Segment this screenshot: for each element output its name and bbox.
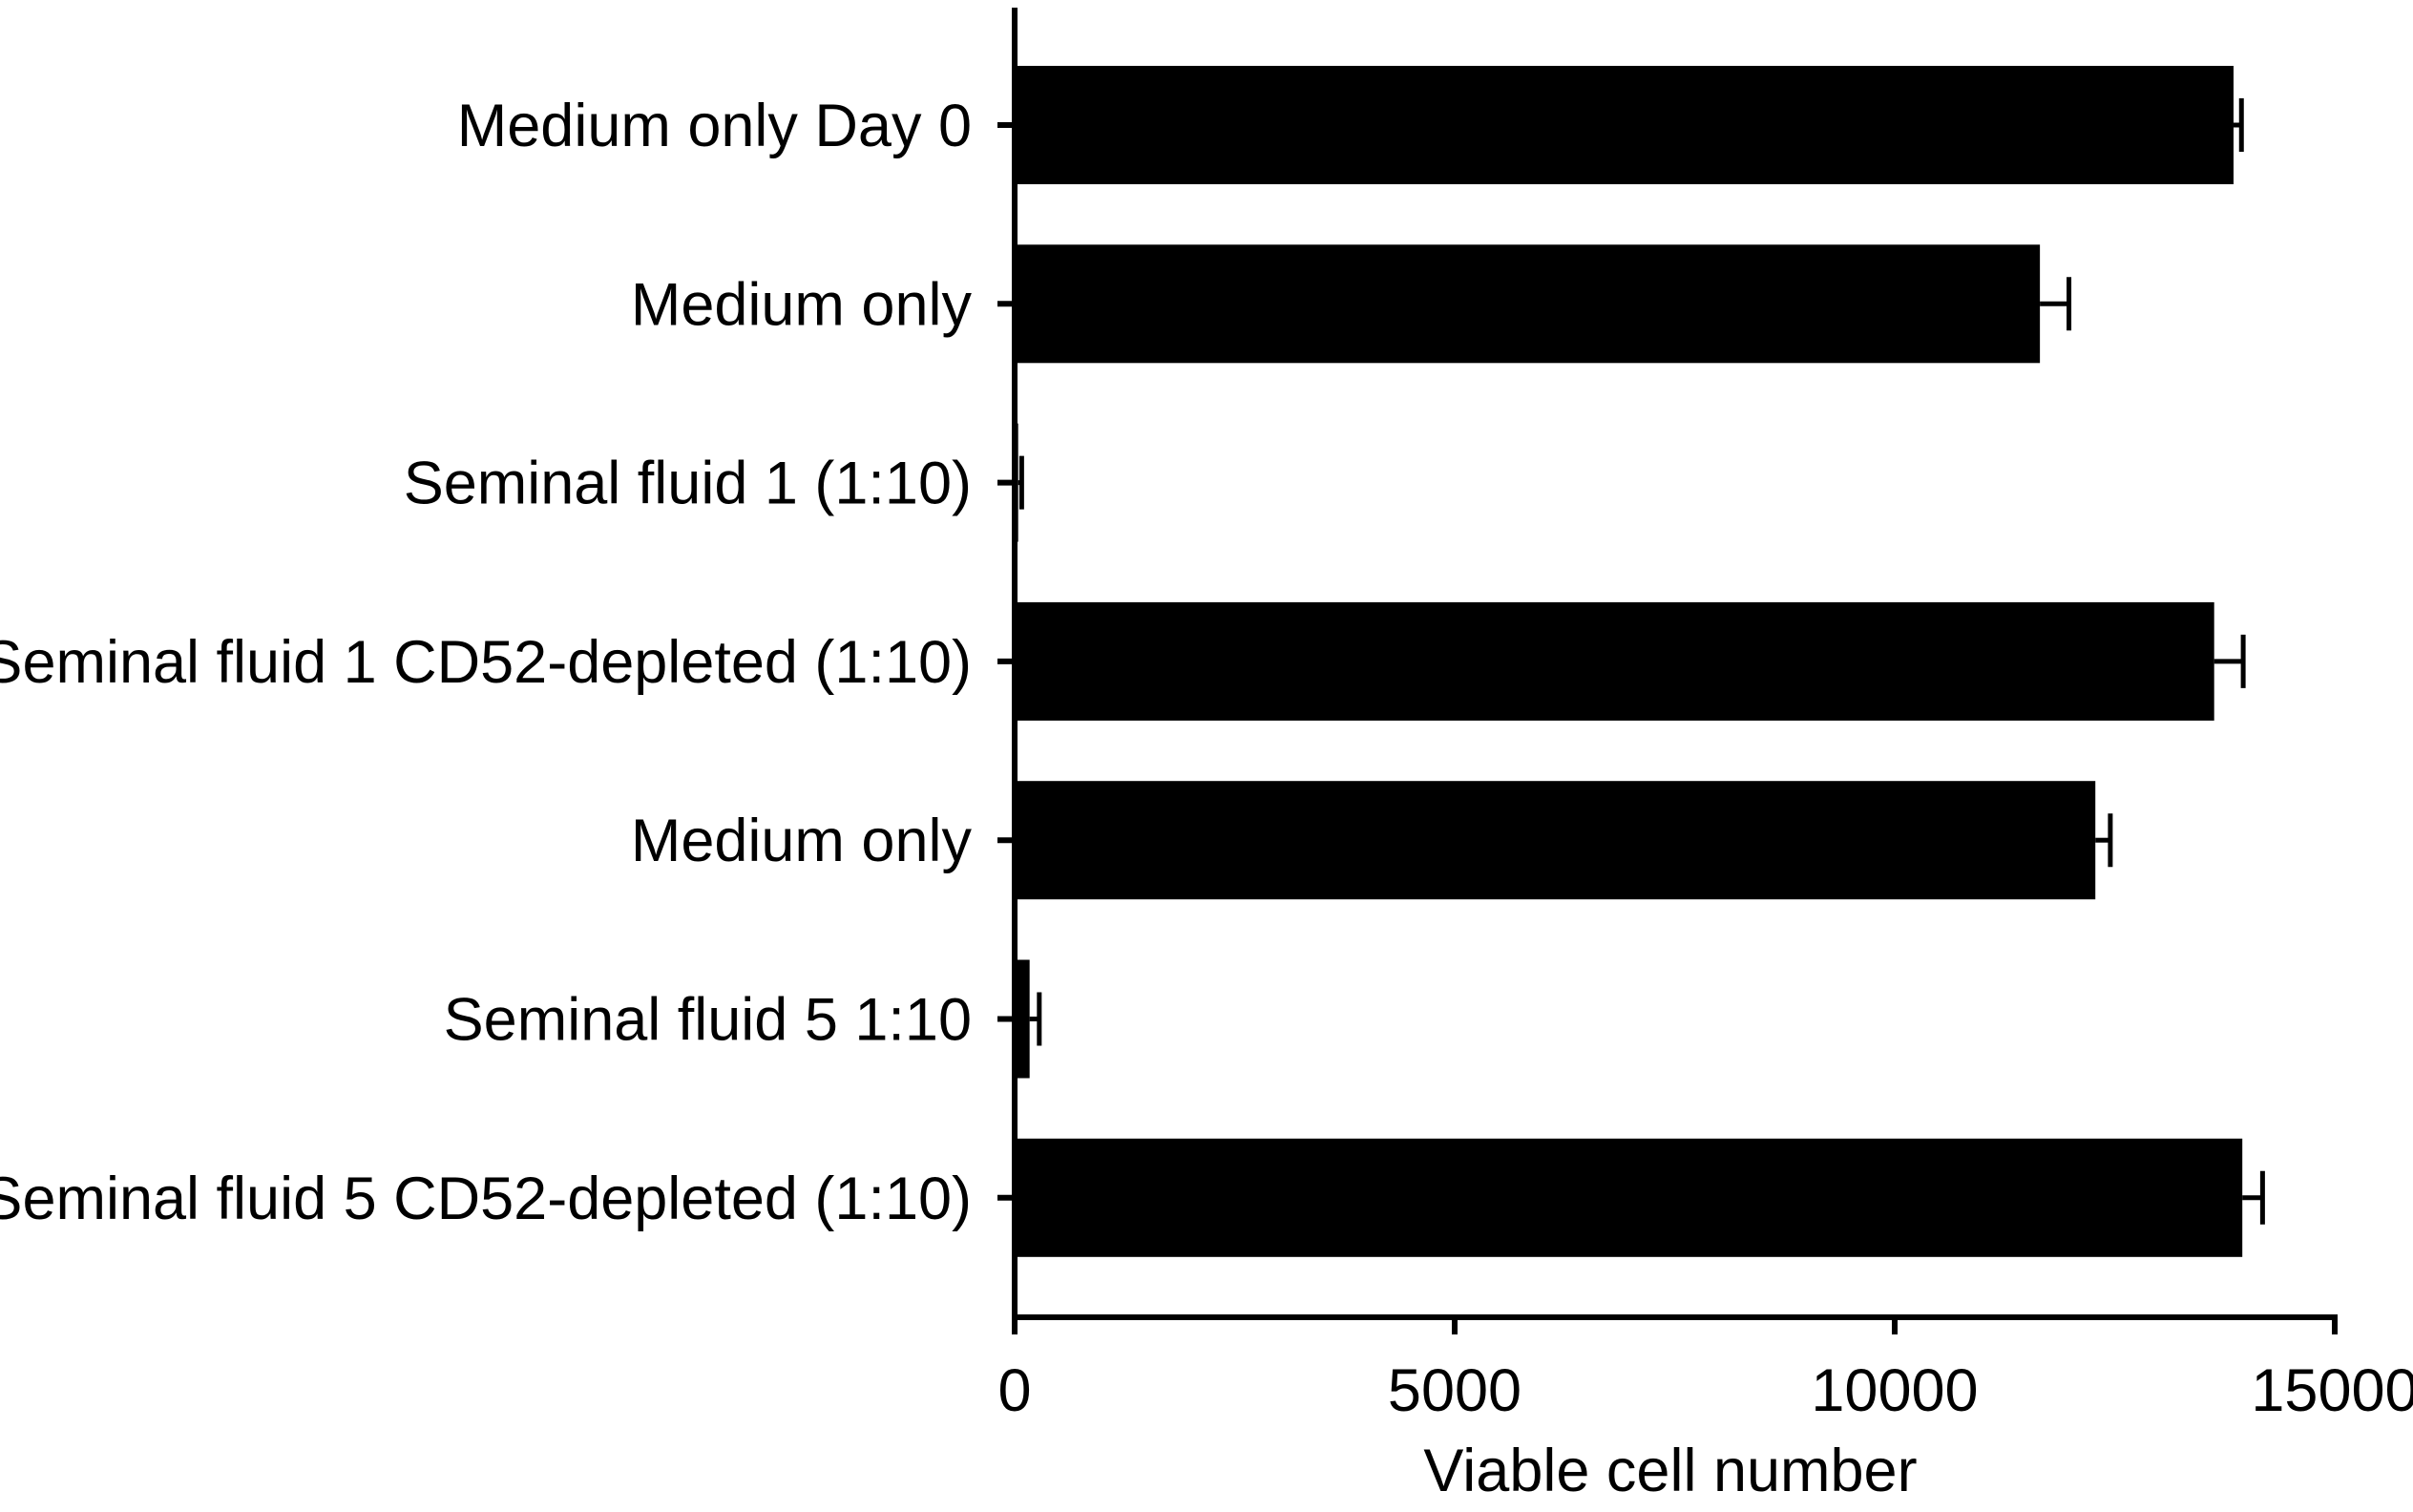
tick-labels-group: 0 5000 10000 15000	[997, 1357, 2413, 1424]
category-labels-group: Medium only Day 0 Medium only Seminal flui…	[0, 93, 972, 1232]
category-label-4: Seminal fluid 1 CD52-depleted (1:10)	[0, 629, 972, 696]
axes-group	[997, 8, 2338, 1334]
x-axis-title: Viable cell number	[1423, 1438, 1917, 1504]
category-label-6: Seminal fluid 5 1:10	[444, 987, 972, 1054]
x-tick-label-2: 5000	[1388, 1357, 1521, 1424]
category-label-1: Medium only Day 0	[457, 93, 972, 159]
bar-5	[1015, 781, 2096, 900]
bar-7	[1015, 1138, 2243, 1257]
x-tick-label-4: 15000	[2251, 1357, 2413, 1424]
category-label-3: Seminal fluid 1 (1:10)	[404, 451, 972, 517]
bar-1	[1015, 66, 2234, 184]
category-label-5: Medium only	[631, 808, 973, 874]
bar-4	[1015, 601, 2214, 721]
x-tick-label-3: 10000	[1811, 1357, 1978, 1424]
x-tick-label-1: 0	[997, 1357, 1031, 1424]
bars-group	[1015, 66, 2243, 1257]
category-label-7: Seminal fluid 5 CD52-depleted (1:10)	[0, 1166, 972, 1232]
category-label-2: Medium only	[631, 271, 973, 338]
error-bars-group	[1018, 98, 2265, 1225]
bar-6	[1015, 959, 1030, 1079]
bar-2	[1015, 244, 2041, 364]
